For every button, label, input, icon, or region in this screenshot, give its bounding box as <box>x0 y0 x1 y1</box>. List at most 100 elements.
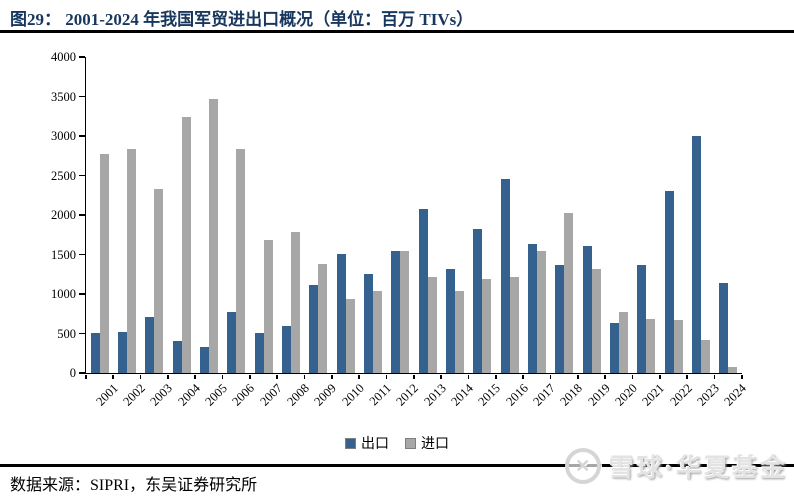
y-tick-mark <box>79 332 85 335</box>
y-tick-label: 4000 <box>51 50 76 64</box>
export-bar-2023 <box>691 136 701 373</box>
export-bar-2012 <box>391 251 401 373</box>
bar-group-2017 <box>523 57 550 373</box>
y-tick-label: 1000 <box>51 287 76 301</box>
y-tick-mark <box>79 95 85 98</box>
import-bar-2019 <box>591 268 601 373</box>
export-bar-2015 <box>473 229 483 373</box>
import-bar-2015 <box>482 279 492 373</box>
import-bar-2011 <box>372 290 382 373</box>
x-tick-mark <box>713 374 716 379</box>
legend-swatch <box>345 437 356 449</box>
x-tick-mark <box>440 374 442 379</box>
x-tick-mark <box>331 374 333 379</box>
y-tick-label: 1500 <box>51 247 76 262</box>
export-bar-2004 <box>172 341 182 373</box>
import-bar-2017 <box>536 251 546 373</box>
export-bar-2011 <box>363 274 373 373</box>
y-tick-mark <box>79 174 85 177</box>
bar-group-2024 <box>715 57 742 373</box>
x-tick-mark <box>659 374 661 379</box>
import-bar-2013 <box>427 276 437 373</box>
y-tick-label: 2500 <box>51 168 76 183</box>
import-bar-2020 <box>618 312 628 373</box>
export-bar-2019 <box>582 245 592 373</box>
watermark-text: 雪球·华夏基金 <box>608 455 788 482</box>
x-tick-mark <box>495 374 497 379</box>
export-bar-2014 <box>445 268 455 373</box>
footer-divider <box>0 464 794 467</box>
chart-legend: 出口 进口 <box>0 433 794 453</box>
x-tick-mark <box>522 374 524 379</box>
import-bar-2024 <box>728 367 738 373</box>
bar-group-2006 <box>223 57 250 373</box>
x-tick-mark <box>467 374 470 379</box>
bar-group-2014 <box>441 57 468 373</box>
y-tick-mark <box>79 214 85 216</box>
x-tick-mark <box>413 374 415 379</box>
bar-group-2021 <box>633 57 660 373</box>
bar-group-2005 <box>195 57 222 373</box>
figure-title: 图29： 2001-2024 年我国军贸进出口概况（单位：百万 TIVs） <box>10 10 474 29</box>
import-bar-2016 <box>509 276 519 373</box>
import-bar-2014 <box>454 290 464 373</box>
x-tick-mark <box>276 374 278 379</box>
export-bar-2024 <box>719 282 729 373</box>
y-tick-label: 500 <box>57 326 76 341</box>
watermark: ✕ 雪球·华夏基金 <box>564 448 788 484</box>
bar-group-2023 <box>687 57 714 373</box>
import-bar-2006 <box>236 148 246 373</box>
bar-group-2011 <box>359 57 386 373</box>
x-tick-mark <box>85 374 87 379</box>
import-bar-2021 <box>646 318 656 373</box>
import-bar-2018 <box>564 213 574 373</box>
export-bar-2009 <box>309 284 319 373</box>
bar-group-2008 <box>277 57 304 373</box>
import-bar-2002 <box>126 148 136 373</box>
import-bar-2023 <box>700 339 710 373</box>
export-bar-2022 <box>664 191 674 373</box>
import-bar-2008 <box>290 232 300 373</box>
export-bar-2007 <box>254 332 264 373</box>
bar-group-2007 <box>250 57 277 373</box>
y-tick-label: 3000 <box>51 129 76 143</box>
y-tick-label: 3500 <box>51 89 76 104</box>
import-bar-2004 <box>181 117 191 373</box>
bar-group-2013 <box>414 57 441 373</box>
x-tick-mark <box>249 374 251 379</box>
x-tick-mark <box>686 374 688 379</box>
xueqiu-logo-icon: ✕ <box>564 448 601 484</box>
export-bar-2010 <box>336 253 346 373</box>
export-bar-2018 <box>555 264 565 373</box>
bar-group-2009 <box>305 57 332 373</box>
export-bar-2005 <box>199 346 209 373</box>
export-bar-2020 <box>609 323 619 373</box>
legend-item: 进口 <box>405 433 449 453</box>
x-tick-mark <box>631 374 634 379</box>
export-bar-2006 <box>227 312 237 373</box>
plot-area <box>85 57 742 374</box>
x-tick-mark <box>194 374 196 379</box>
x-tick-mark <box>167 374 169 379</box>
legend-label: 进口 <box>421 437 449 452</box>
bar-group-2022 <box>660 57 687 373</box>
data-source: 数据来源：SIPRI，东吴证券研究所 <box>10 477 258 494</box>
x-tick-mark <box>604 374 606 379</box>
x-tick-mark <box>549 374 552 379</box>
y-tick-mark <box>79 253 85 256</box>
legend-swatch <box>405 437 416 449</box>
x-tick-mark <box>221 374 224 379</box>
legend-label: 出口 <box>361 437 389 452</box>
bar-group-2015 <box>469 57 496 373</box>
import-bar-2005 <box>208 98 218 373</box>
bar-group-2012 <box>387 57 414 373</box>
bar-group-2020 <box>605 57 632 373</box>
x-tick-mark <box>741 374 743 379</box>
export-bar-2001 <box>90 332 100 373</box>
bar-group-2016 <box>496 57 523 373</box>
export-bar-2016 <box>500 178 510 373</box>
x-tick-mark <box>577 374 579 379</box>
y-tick-mark <box>79 293 85 295</box>
import-bar-2009 <box>318 263 328 373</box>
